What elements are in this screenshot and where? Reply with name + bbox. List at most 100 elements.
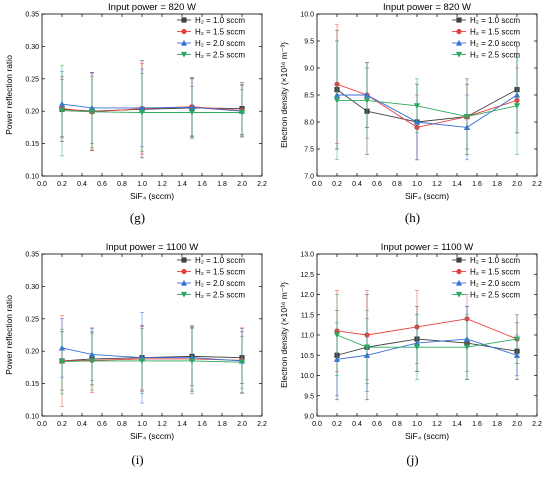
- legend-marker: [455, 39, 463, 46]
- series-line: [336, 338, 518, 360]
- series-group: [334, 290, 520, 380]
- y-tick-label: 8.0: [304, 120, 314, 127]
- chart-power-reflection-820w: Input power = 820 W 0.0 0.2 0.4 0.6 0.8 1.0 1.2…: [4, 2, 267, 201]
- chart-title: Input power = 820 W: [383, 2, 471, 13]
- x-tick-label: 0.6: [372, 421, 382, 428]
- x-tick-label: 1.2: [432, 181, 442, 188]
- y-axis-label: Electron density (×10¹⁶ m⁻³): [279, 282, 289, 388]
- x-tick-label: 0.0: [312, 421, 322, 428]
- legend-marker: [456, 28, 462, 35]
- data-point: [413, 344, 421, 351]
- y-tick-label: 11.0: [301, 333, 314, 340]
- y-tick-label: 8.5: [304, 93, 314, 100]
- series-group: [333, 294, 521, 384]
- x-tick-label: 2.0: [237, 421, 247, 428]
- x-tick-label: 1.2: [432, 421, 442, 428]
- series-group: [58, 328, 246, 395]
- caption-i: (i): [131, 452, 144, 467]
- x-tick-label: 1.4: [177, 421, 187, 428]
- legend-label: H₂ = 2.5 sccm: [195, 291, 245, 300]
- y-tick-label: 0.20: [25, 109, 39, 116]
- legend-label: H₂ = 1.0 sccm: [470, 256, 520, 265]
- x-tick-label: 1.0: [412, 181, 422, 188]
- x-tick-label: 2.2: [257, 421, 267, 428]
- legend-label: H₂ = 1.0 sccm: [195, 256, 245, 265]
- legend-marker: [455, 279, 463, 286]
- x-tick-label: 0.2: [57, 421, 67, 428]
- x-axis-label: SiF₄ (sccm): [405, 191, 449, 201]
- x-tick-label: 1.2: [157, 181, 167, 188]
- plot-frame: [41, 253, 263, 417]
- legend-marker: [181, 28, 187, 35]
- series-group: [333, 306, 521, 397]
- y-tick-label: 0.15: [25, 381, 39, 388]
- data-point: [138, 358, 146, 365]
- x-tick-label: 1.8: [492, 181, 502, 188]
- y-tick-label: 0.25: [25, 76, 39, 83]
- x-tick-label: 0.8: [392, 421, 402, 428]
- y-tick-label: 12.0: [300, 292, 314, 299]
- legend-label: H₂ = 1.0 sccm: [470, 16, 520, 25]
- chart-title: Input power = 1100 W: [106, 242, 199, 253]
- data-point: [363, 344, 371, 351]
- x-tick-label: 0.4: [77, 421, 87, 428]
- data-point: [238, 109, 246, 116]
- x-axis-label: SiF₄ (sccm): [405, 431, 449, 441]
- chart-power-reflection-1100w: Input power = 1100 W 0.0 0.2 0.4 0.6 0.8 1.0 1.…: [4, 242, 267, 441]
- data-point: [188, 109, 196, 116]
- x-tick-label: 2.0: [512, 421, 522, 428]
- x-tick-label: 0.0: [37, 181, 47, 188]
- x-tick-label: 2.0: [512, 181, 522, 188]
- chart-panel-j: Input power = 1100 W 0.0 0.2 0.4 0.6 0.8 1.0 1.…: [275, 240, 550, 450]
- y-tick-label: 10.5: [300, 353, 314, 360]
- y-tick-label: 0.10: [25, 414, 39, 421]
- series-group: [333, 40, 521, 161]
- chart-panel-h: Input power = 820 W 0.0 0.2 0.4 0.6 0.8 1.0 1.2…: [275, 0, 550, 210]
- legend-marker: [456, 257, 462, 263]
- y-tick-label: 9.0: [304, 66, 314, 73]
- series-line: [336, 318, 518, 340]
- data-point: [138, 109, 146, 116]
- legend-label: H₂ = 2.0 sccm: [195, 279, 245, 288]
- y-tick-label: 0.20: [25, 349, 39, 356]
- x-tick-label: 0.8: [117, 181, 127, 188]
- legend-label: H₂ = 1.5 sccm: [470, 268, 520, 277]
- x-tick-label: 0.8: [117, 421, 127, 428]
- chart-electron-density-1100w: Input power = 1100 W 0.0 0.2 0.4 0.6 0.8 1.0 1.…: [279, 242, 542, 441]
- x-tick-label: 0.4: [352, 181, 362, 188]
- y-tick-label: 7.5: [304, 147, 314, 154]
- chart-panel-i: Input power = 1100 W 0.0 0.2 0.4 0.6 0.8 1.0 1.…: [0, 240, 275, 450]
- y-axis-label: Power reflection ratio: [4, 295, 14, 375]
- data-point: [333, 332, 341, 339]
- legend-label: H₂ = 1.5 sccm: [195, 28, 245, 37]
- legend-marker: [181, 257, 187, 263]
- y-axis-label: Electron density (×10¹⁶ m⁻³): [279, 42, 289, 148]
- y-tick-label: 9.0: [304, 414, 314, 421]
- x-tick-label: 0.2: [57, 181, 67, 188]
- legend-label: H₂ = 1.5 sccm: [470, 28, 520, 37]
- x-tick-label: 1.4: [452, 421, 462, 428]
- series-line: [61, 103, 243, 112]
- legend-label: H₂ = 2.0 sccm: [470, 279, 520, 288]
- data-point: [463, 344, 471, 351]
- x-tick-label: 1.6: [472, 181, 482, 188]
- legend-marker: [181, 17, 187, 23]
- legend-label: H₂ = 2.5 sccm: [470, 51, 520, 60]
- y-tick-label: 13.0: [300, 252, 314, 259]
- x-axis-label: SiF₄ (sccm): [130, 191, 174, 201]
- y-tick-label: 0.35: [25, 12, 39, 19]
- y-tick-label: 9.5: [304, 39, 314, 46]
- y-tick-label: 0.30: [25, 44, 39, 51]
- x-tick-label: 1.8: [492, 421, 502, 428]
- data-point: [513, 103, 521, 109]
- data-point: [463, 114, 471, 120]
- y-tick-label: 11.5: [301, 312, 314, 319]
- x-tick-label: 2.2: [532, 421, 542, 428]
- chart-title: Input power = 820 W: [108, 2, 196, 13]
- x-tick-label: 0.8: [392, 181, 402, 188]
- x-tick-label: 0.6: [97, 181, 107, 188]
- x-tick-label: 0.2: [332, 421, 342, 428]
- legend-label: H₂ = 2.0 sccm: [195, 39, 245, 48]
- plot-frame: [41, 13, 263, 177]
- data-point: [363, 97, 371, 104]
